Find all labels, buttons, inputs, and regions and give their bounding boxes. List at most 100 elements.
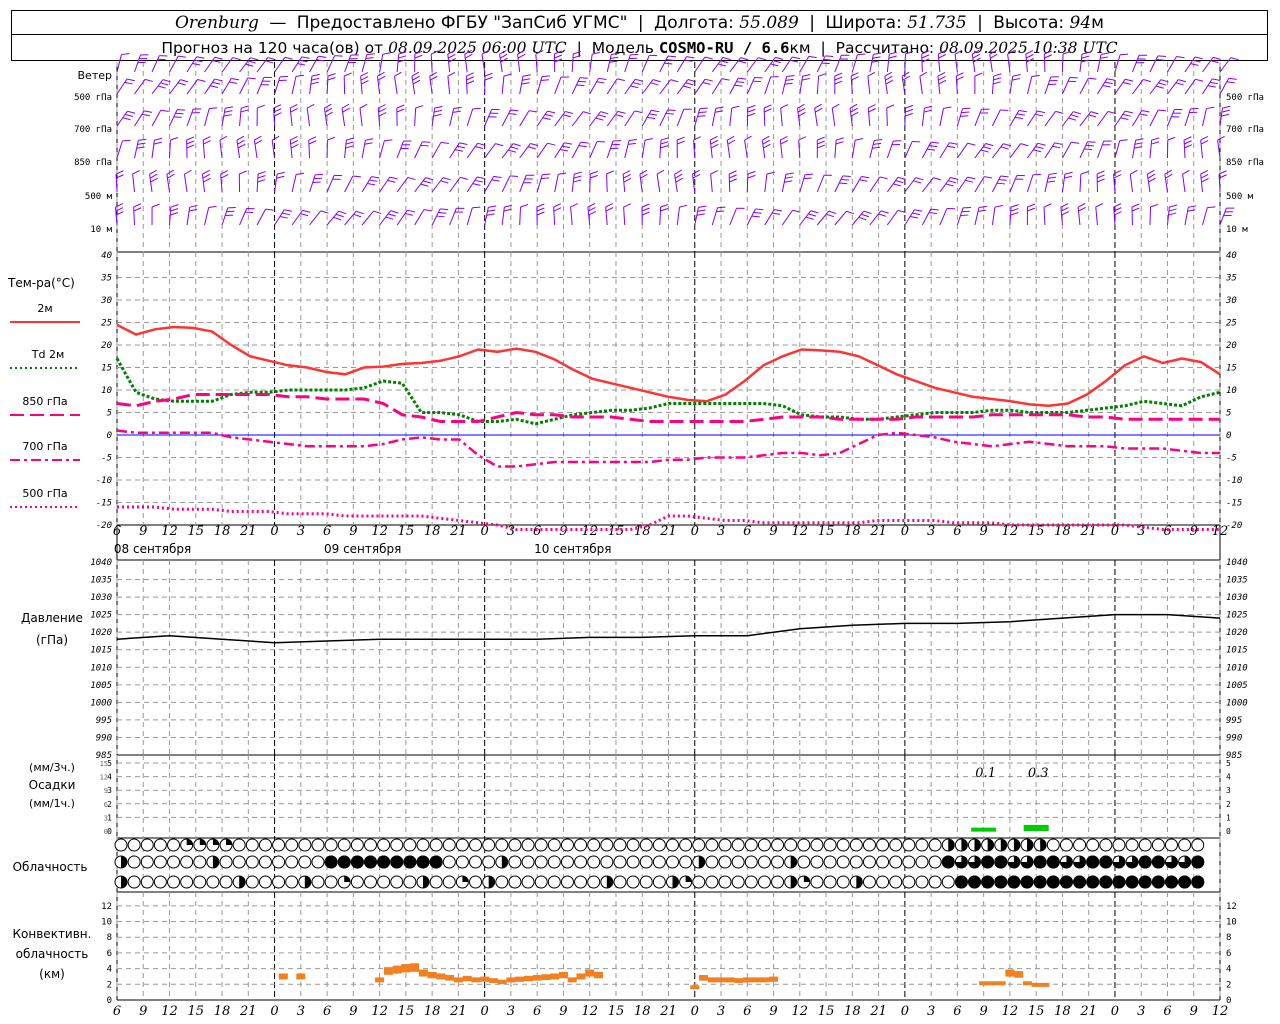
hour-label-top: 3 (507, 524, 515, 539)
wind-barb (394, 76, 398, 95)
pressure-tick: 1030 (1226, 593, 1248, 603)
wind-barb (256, 208, 266, 226)
wind-barb-feather (641, 203, 650, 208)
legend-label: 700 гПа (22, 440, 67, 453)
wind-barb-feather (1104, 81, 1113, 85)
wind-barb (711, 57, 724, 73)
wind-barb-feather (973, 57, 981, 63)
wind-barb-feather (203, 177, 211, 183)
wind-barb (991, 207, 996, 226)
cloud-symbol-fill (803, 876, 810, 882)
wind-barb (606, 173, 608, 193)
hour-label-top: 12 (161, 524, 178, 539)
wind-barb (955, 76, 958, 95)
wind-barb-feather (1148, 177, 1156, 183)
wind-barb-feather (828, 210, 837, 215)
wind-barb-feather (265, 208, 274, 211)
precip-annotation: 0.3 (1028, 766, 1049, 781)
wind-barb (1061, 77, 1071, 95)
wind-barb-feather (579, 77, 588, 79)
cloud-symbol (127, 855, 141, 869)
wind-barb (291, 56, 303, 73)
wind-barb (571, 54, 574, 73)
wind-barb-feather (895, 180, 904, 184)
hour-label-bottom: 21 (869, 1004, 887, 1019)
wind-barb (554, 174, 559, 193)
wind-barb-feather (590, 170, 599, 175)
wind-barb-feather (919, 71, 928, 77)
temp-tick: 0 (1226, 431, 1231, 441)
wind-barb-feather (126, 78, 135, 82)
precip-tick-3h: 6 (104, 801, 108, 809)
wind-barb-feather (495, 143, 504, 147)
wind-barb-feather (1062, 50, 1071, 55)
wind-barb (429, 76, 433, 95)
conv-tick: 0 (107, 996, 112, 1006)
cloud-symbol-fill (981, 855, 995, 869)
hour-label-top: 6 (743, 524, 751, 539)
wind-barb (659, 55, 669, 73)
cloud-symbol (521, 838, 535, 852)
conv-title: облачность (16, 947, 89, 961)
wind-barb (884, 76, 888, 95)
wind-barb (867, 76, 871, 95)
wind-barb-feather (617, 110, 626, 114)
wind-barb-feather (1201, 177, 1209, 183)
wind-barb-feather (692, 169, 700, 175)
wind-barb (937, 54, 941, 73)
wind-barb-feather (649, 113, 658, 116)
wind-barb-feather (373, 210, 382, 215)
wind-barb-feather (1188, 205, 1197, 208)
wind-barb-feather (247, 77, 256, 80)
conv-bar (541, 974, 551, 981)
pressure-tick: 1030 (90, 593, 112, 603)
wind-barb (274, 56, 286, 73)
wind-barb (746, 77, 755, 95)
wind-barb (1097, 111, 1109, 127)
conv-tick: 12 (1226, 902, 1237, 912)
wind-barb-feather (623, 174, 631, 179)
cloud-symbol (140, 838, 154, 852)
wind-barb (1097, 78, 1108, 95)
wind-barb-feather (554, 54, 563, 59)
wind-barb (956, 108, 964, 127)
wind-barb-feather (415, 105, 424, 109)
cloud-symbol (298, 838, 312, 852)
wind-barb-feather (693, 136, 702, 141)
wind-barb (519, 175, 527, 193)
wind-barb (1183, 139, 1186, 159)
hour-label-bottom: 12 (161, 1004, 178, 1019)
wind-barb-feather (675, 177, 683, 183)
wind-barb-feather (223, 114, 232, 117)
wind-barb-feather (138, 138, 147, 141)
wind-barb-feather (1147, 173, 1156, 179)
wind-barb (186, 207, 191, 226)
cloud-symbol (272, 838, 286, 852)
wind-barb (656, 174, 661, 193)
wind-barb-feather (115, 207, 124, 212)
wind-barb-feather (412, 75, 420, 81)
cloud-symbol (915, 855, 929, 869)
wind-barb-feather (1184, 140, 1192, 145)
cloud-symbol (1099, 838, 1113, 852)
wind-barb-feather (306, 103, 315, 109)
wind-barb-feather (600, 111, 609, 115)
wind-barb-feather (454, 149, 464, 152)
wind-barb (326, 210, 339, 226)
cloud-symbol (455, 855, 469, 869)
wind-barb-feather (188, 208, 197, 212)
wind-barb (1009, 76, 1014, 95)
wind-barb-feather (879, 176, 888, 180)
wind-barb (396, 140, 404, 159)
wind-barb-feather (369, 179, 378, 182)
cloud-symbol (876, 838, 890, 852)
wind-barb (956, 207, 964, 226)
cloud-symbol (429, 875, 443, 889)
wind-barb-feather (553, 203, 562, 208)
wind-barb (956, 142, 969, 159)
wind-barb (536, 110, 548, 127)
wind-barb (746, 208, 756, 226)
wind-barb (1113, 174, 1116, 193)
wind-barb (204, 108, 210, 127)
conv-tick: 6 (1226, 949, 1231, 959)
